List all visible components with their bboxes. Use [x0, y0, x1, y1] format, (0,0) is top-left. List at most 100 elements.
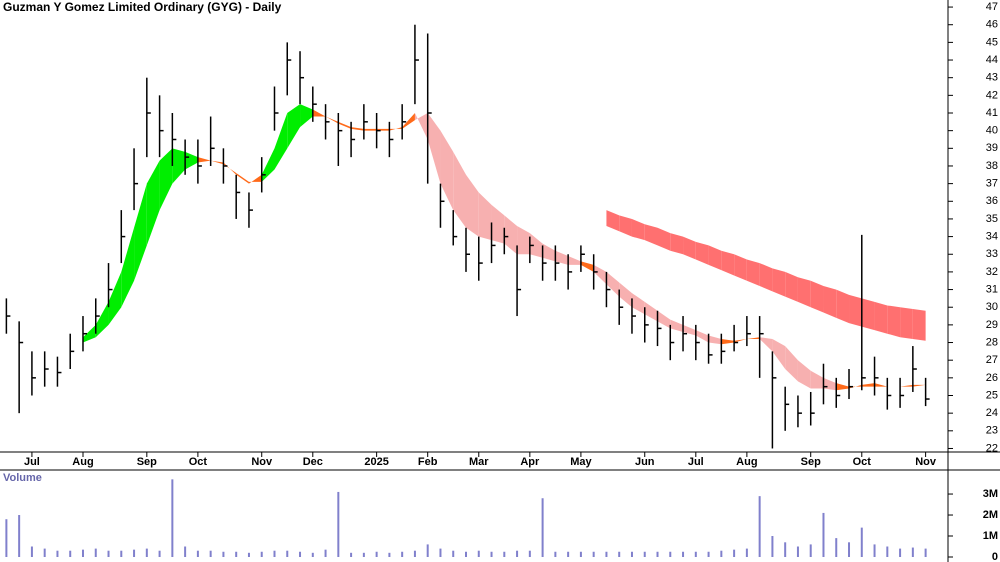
trend-band — [644, 224, 658, 246]
ma-ribbon — [580, 261, 594, 272]
volume-bar — [924, 548, 927, 557]
volume-bar — [490, 551, 493, 557]
volume-bar — [235, 551, 238, 557]
volume-bar — [745, 548, 748, 557]
volume-bar — [516, 550, 519, 557]
ma-ribbon — [159, 148, 173, 211]
ma-ribbon — [300, 104, 313, 128]
volume-bar — [401, 551, 404, 557]
ma-ribbon — [555, 250, 569, 265]
volume-bar — [324, 549, 327, 557]
y-tick-label: 36 — [986, 195, 998, 207]
x-tick-label: May — [570, 456, 592, 468]
x-tick-label: Jul — [24, 456, 40, 468]
ma-ribbon — [695, 330, 709, 343]
ma-ribbon — [261, 148, 275, 182]
ma-ribbon — [82, 324, 96, 343]
volume-bar — [30, 546, 33, 557]
y-tick-label: 29 — [986, 319, 998, 331]
volume-bar — [630, 551, 633, 557]
y-tick-label: 43 — [986, 72, 998, 84]
ma-ribbon — [759, 337, 773, 352]
v-tick-label: 1M — [983, 530, 998, 542]
x-tick-label: Apr — [520, 456, 540, 468]
y-tick-label: 22 — [986, 442, 998, 454]
trend-band — [695, 241, 709, 265]
x-tick-label: Dec — [303, 456, 323, 468]
x-tick-label: Mar — [469, 456, 489, 468]
volume-bar — [669, 551, 672, 557]
ma-ribbon — [95, 301, 109, 338]
ma-ribbon — [210, 160, 224, 165]
trend-band — [797, 277, 811, 308]
ma-ribbon — [670, 319, 684, 332]
trend-band — [900, 307, 913, 339]
ma-ribbon — [427, 113, 441, 184]
volume-bar — [477, 550, 480, 557]
volume-bar — [528, 550, 531, 557]
ma-ribbon — [440, 130, 454, 211]
x-tick-label: 2025 — [364, 456, 388, 468]
ma-ribbon — [849, 384, 862, 389]
ma-ribbon — [810, 370, 824, 389]
ma-ribbon — [478, 192, 492, 241]
volume-bar — [911, 547, 914, 557]
volume-bar — [81, 549, 84, 557]
ma-ribbon — [529, 233, 543, 258]
x-tick-label: Jun — [635, 456, 655, 468]
x-tick-label: Feb — [418, 456, 438, 468]
ma-ribbon — [134, 183, 147, 281]
x-tick-label: Aug — [736, 456, 757, 468]
volume-bar — [196, 550, 199, 557]
volume-bar — [18, 515, 21, 557]
trend-band — [823, 286, 837, 318]
volume-bar — [247, 552, 250, 557]
volume-bar — [94, 548, 97, 557]
ma-ribbon — [146, 160, 160, 246]
volume-bar — [413, 550, 416, 557]
volume-bar — [5, 519, 8, 557]
ma-ribbon — [721, 339, 735, 345]
ma-ribbon — [631, 293, 645, 315]
x-tick-label: Oct — [189, 456, 208, 468]
volume-bar — [439, 548, 442, 557]
volume-bar — [286, 550, 289, 557]
trend-band — [683, 236, 696, 260]
ma-ribbon — [836, 383, 850, 391]
volume-bar — [860, 527, 863, 557]
volume-bar — [886, 546, 889, 557]
ma-ribbon — [172, 148, 186, 184]
y-tick-label: 40 — [986, 125, 998, 137]
y-tick-label: 46 — [986, 19, 998, 31]
volume-bar — [452, 550, 455, 557]
volume-bar — [107, 550, 110, 557]
volume-bar — [822, 512, 825, 557]
y-tick-label: 45 — [986, 36, 998, 48]
y-tick-label: 28 — [986, 336, 998, 348]
volume-bar — [222, 551, 225, 557]
x-tick-label: Jul — [688, 456, 704, 468]
ma-ribbon — [338, 121, 352, 129]
volume-bar — [426, 544, 429, 557]
y-tick-label: 33 — [986, 248, 998, 260]
ma-ribbon — [542, 243, 556, 262]
y-tick-label: 23 — [986, 425, 998, 437]
ma-ribbon — [248, 174, 262, 184]
ma-ribbon — [363, 128, 377, 131]
ma-ribbon — [900, 384, 913, 387]
volume-bar — [643, 551, 646, 557]
ma-ribbon — [772, 339, 786, 370]
volume-label: Volume — [3, 472, 42, 484]
volume-bar — [133, 549, 136, 557]
ma-ribbon — [912, 384, 926, 387]
volume-bar — [682, 551, 685, 557]
volume-bar — [567, 551, 570, 557]
chart-title: Guzman Y Gomez Limited Ordinary (GYG) - … — [3, 0, 282, 14]
trend-band — [785, 271, 798, 302]
ma-ribbon — [504, 215, 518, 255]
volume-bar — [120, 550, 123, 557]
trend-band — [631, 218, 645, 241]
volume-bar — [720, 550, 723, 557]
